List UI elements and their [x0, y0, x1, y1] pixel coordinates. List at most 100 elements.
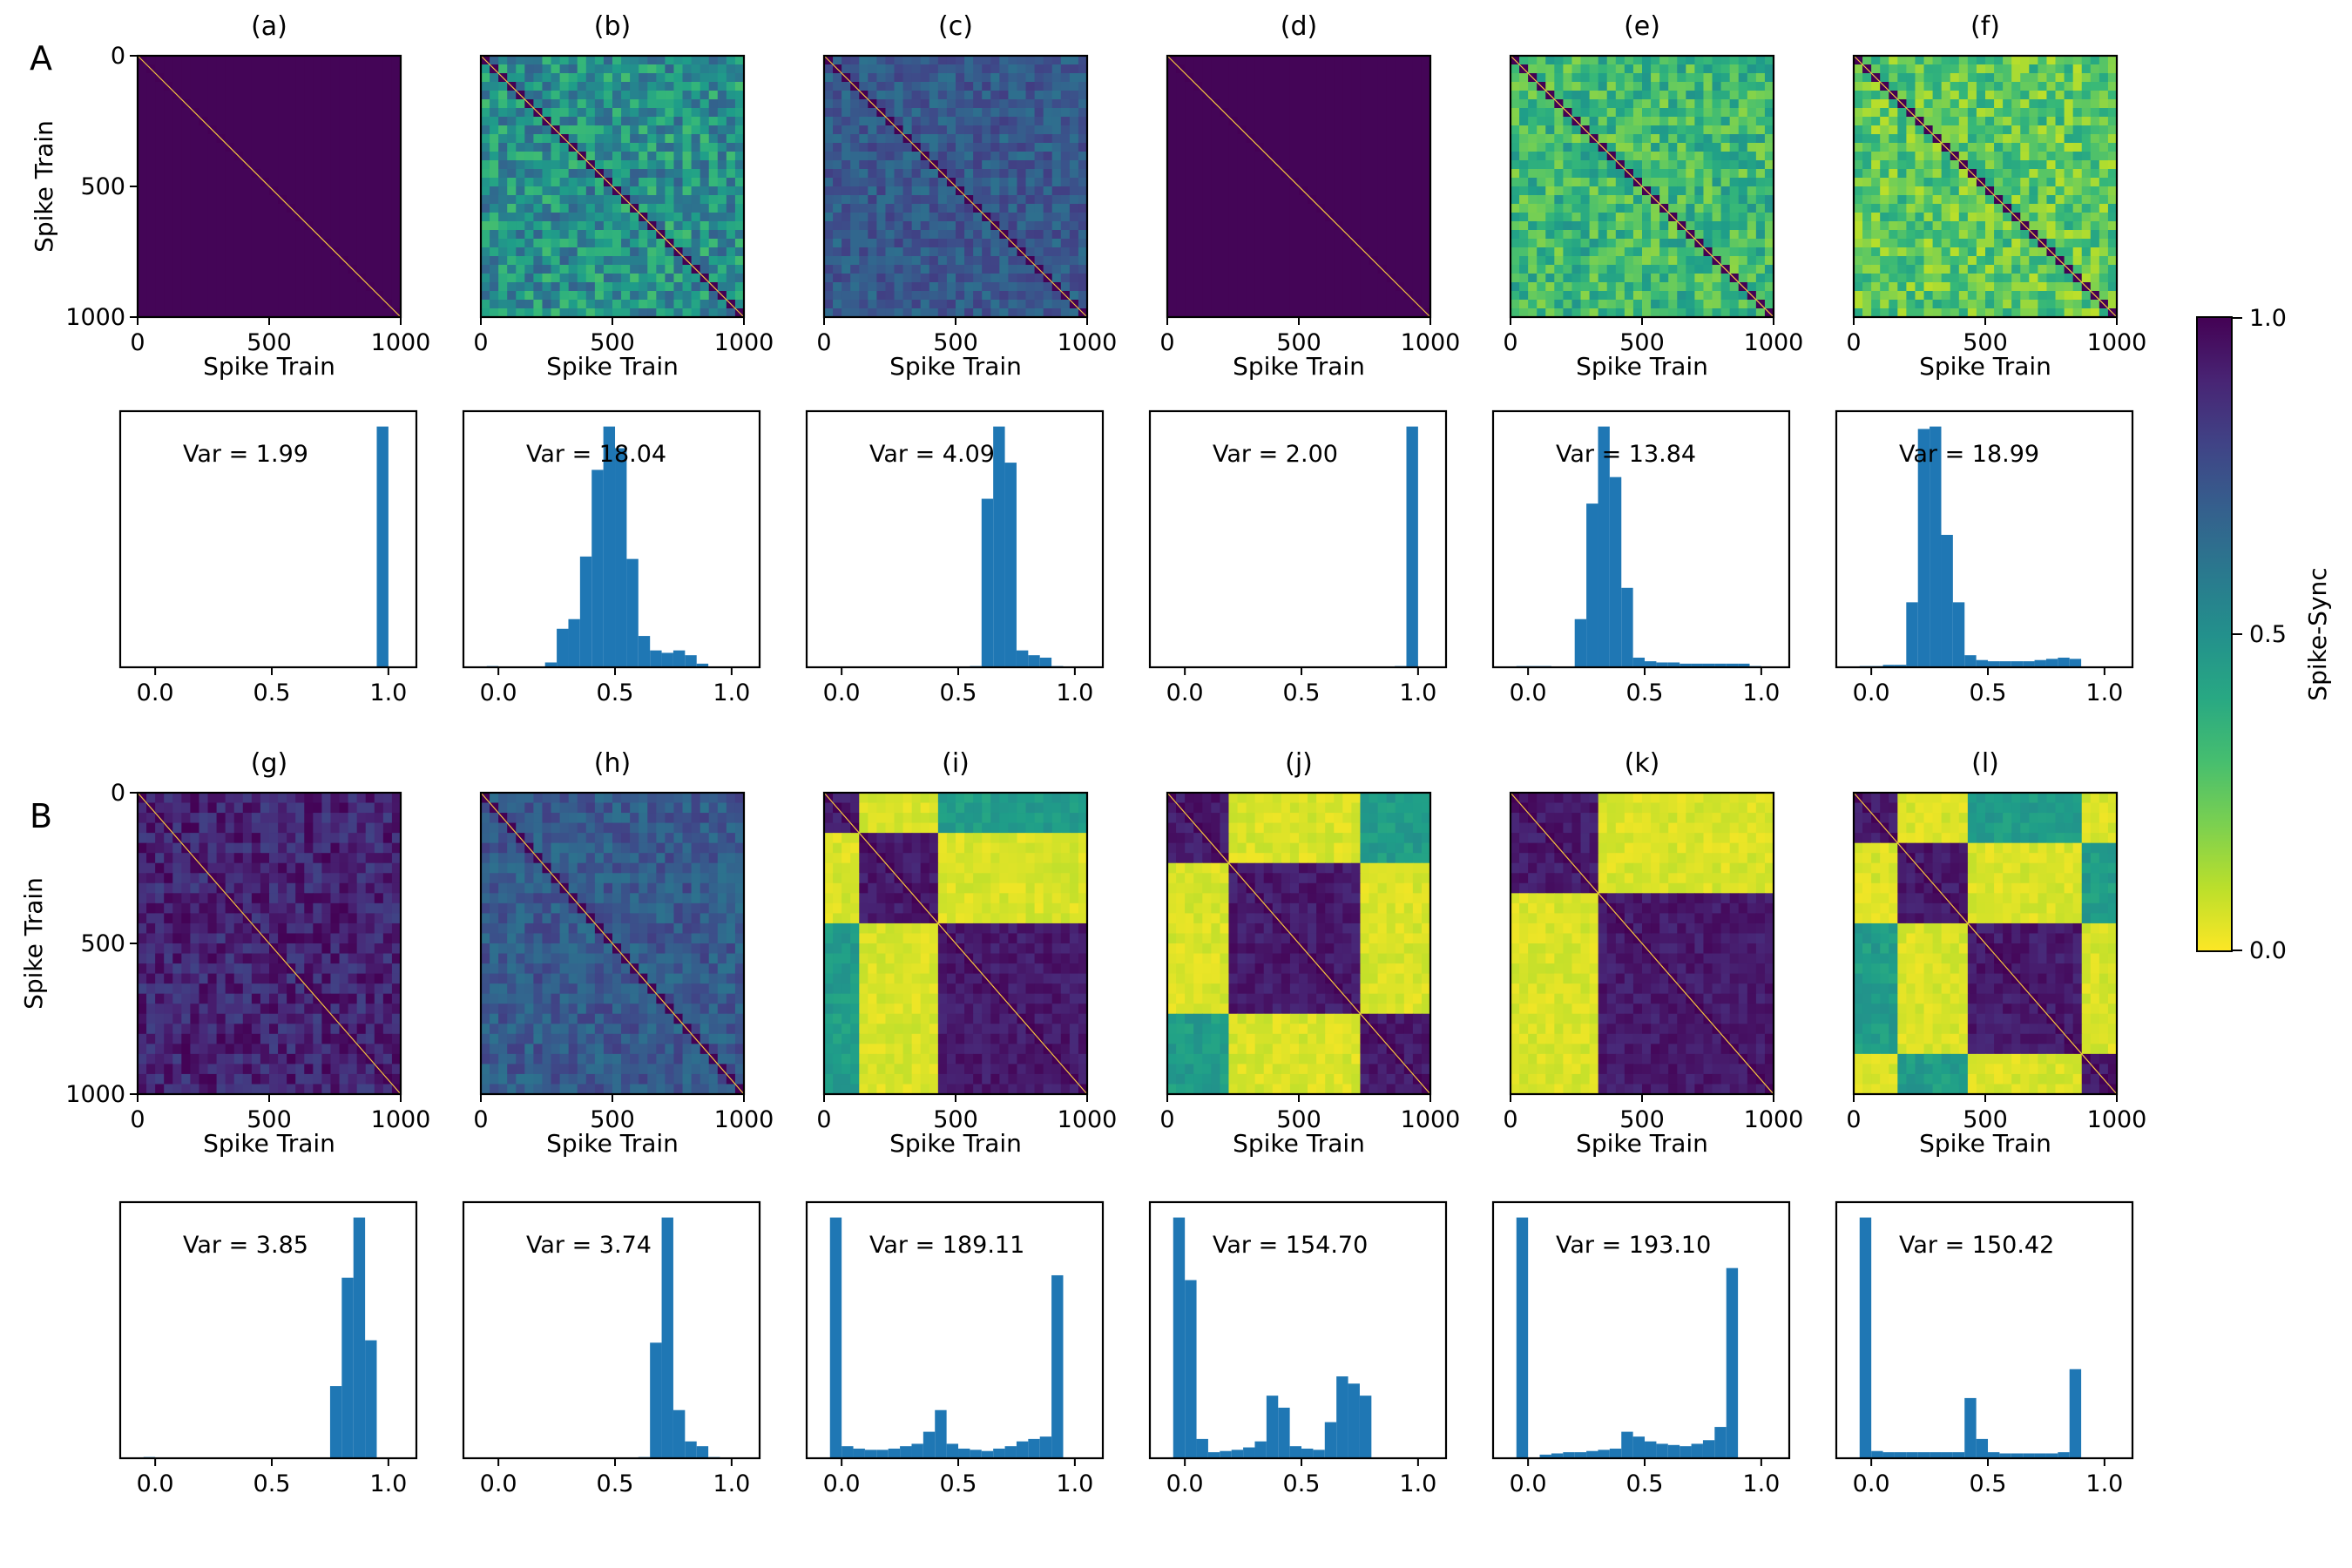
heatmap-cell [673, 230, 684, 240]
heatmap-cell [382, 247, 393, 257]
heatmap-cell [1351, 99, 1362, 109]
heatmap-cell [2038, 125, 2048, 135]
heatmap-cell [1519, 169, 1529, 179]
heatmap-cell [639, 82, 648, 91]
heatmap-cell [382, 230, 393, 240]
heatmap-cell [1289, 64, 1300, 74]
heatmap-cell [594, 291, 605, 301]
heatmap-cell [1034, 152, 1044, 161]
heatmap-cell [1167, 213, 1177, 222]
heatmap-cell [1246, 178, 1256, 187]
heatmap-cell [1976, 160, 1986, 170]
heatmap-cell [1202, 108, 1212, 118]
heatmap-cell [656, 300, 666, 309]
heatmap-cell [1720, 221, 1731, 231]
heatmap-cell [1729, 160, 1740, 170]
heatmap-cell [146, 134, 156, 144]
heatmap-cell [498, 125, 508, 135]
heatmap-cell [2081, 73, 2092, 83]
heatmap-cell [2038, 91, 2048, 100]
heatmap-cell [956, 108, 965, 118]
heatmap-cell [551, 265, 561, 274]
heatmap-cell [1880, 64, 1889, 74]
heatmap-cell [1563, 186, 1573, 196]
heatmap-cell [1254, 291, 1265, 301]
heatmap-cell [348, 160, 358, 170]
heatmap-cell [876, 213, 887, 222]
heatmap-cell [1677, 213, 1686, 222]
heatmap-cell [2020, 169, 2030, 179]
heatmap-cell [1738, 265, 1748, 274]
heatmap-cell [841, 160, 851, 170]
heatmap-cell [1316, 134, 1326, 144]
heatmap-cell [524, 274, 534, 283]
heatmap-cell [164, 178, 173, 187]
heatmap-cell [859, 274, 868, 283]
heatmap-cell [647, 230, 657, 240]
heatmap-cell [138, 239, 147, 248]
heatmap-cell [1632, 125, 1643, 135]
heatmap-cell [1025, 91, 1036, 100]
heatmap-cell [1528, 195, 1538, 205]
heatmap-cell [1651, 300, 1660, 309]
heatmap-cell [1017, 64, 1027, 74]
heatmap-cell [1598, 213, 1608, 222]
heatmap-cell [533, 82, 544, 91]
heatmap-cell [1580, 160, 1591, 170]
heatmap-cell [859, 108, 868, 118]
heatmap-cell [2003, 169, 2012, 179]
heatmap-cell [937, 160, 948, 170]
heatmap-cell [1289, 143, 1300, 152]
heatmap-cell [990, 247, 1000, 257]
heatmap-cell [673, 56, 684, 65]
heatmap-cell [542, 247, 552, 257]
heatmap-cell [1060, 239, 1071, 248]
heatmap-cell [1545, 195, 1555, 205]
heatmap-cell [481, 178, 490, 187]
heatmap-cell [181, 73, 191, 83]
heatmap-cell [190, 308, 200, 318]
heatmap-cell [1051, 239, 1062, 248]
heatmap-cell [1369, 56, 1379, 65]
heatmap-cell [1668, 169, 1678, 179]
heatmap-cell [868, 73, 877, 83]
heatmap-cell [321, 152, 332, 161]
heatmap-cell [2046, 125, 2057, 135]
heatmap-cell [287, 195, 296, 205]
heatmap-cell [621, 143, 631, 152]
heatmap-cell [902, 247, 913, 257]
heatmap-cell [199, 300, 209, 309]
heatmap-cell [708, 108, 719, 118]
heatmap-cell [639, 291, 648, 301]
heatmap-cell [1395, 82, 1405, 91]
heatmap-cell [1889, 125, 1898, 135]
heatmap-cell [365, 247, 375, 257]
heatmap-cell [321, 134, 332, 144]
heatmap-cell [1519, 73, 1529, 83]
heatmap-cell [568, 178, 578, 187]
heatmap-cell [841, 291, 851, 301]
heatmap-cell [1078, 125, 1088, 135]
heatmap-cell [1051, 99, 1062, 109]
x-tick-label: 1000 [1058, 329, 1118, 356]
heatmap-cell [1720, 282, 1731, 292]
heatmap-cell [382, 274, 393, 283]
heatmap-cell [639, 178, 648, 187]
heatmap-cell [1703, 221, 1713, 231]
heatmap-cell [498, 64, 508, 74]
heatmap-cell [481, 91, 490, 100]
heatmap-cell [1069, 73, 1079, 83]
heatmap-cell [1202, 82, 1212, 91]
heatmap-cell [1589, 204, 1599, 213]
heatmap-cell [929, 108, 939, 118]
heatmap-cell [1342, 99, 1352, 109]
heatmap-cell [868, 247, 877, 257]
heatmap-cell [1720, 186, 1731, 196]
heatmap-cell [1369, 134, 1379, 144]
heatmap-cell [691, 117, 701, 126]
heatmap-cell [1043, 265, 1053, 274]
heatmap-cell [594, 178, 605, 187]
heatmap-cell [1342, 134, 1352, 144]
heatmap-cell [1747, 247, 1757, 257]
heatmap-cell [2003, 160, 2012, 170]
